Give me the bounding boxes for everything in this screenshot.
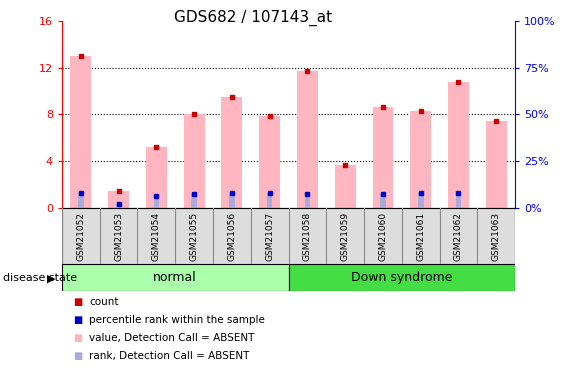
Bar <box>154 196 159 208</box>
Bar <box>305 194 310 208</box>
Text: percentile rank within the sample: percentile rank within the sample <box>89 315 265 325</box>
Bar <box>146 147 167 208</box>
Bar <box>267 193 272 208</box>
Bar <box>335 165 356 208</box>
Bar <box>78 193 84 208</box>
Text: ■: ■ <box>73 297 82 307</box>
Text: GSM21053: GSM21053 <box>114 211 123 261</box>
Text: GDS682 / 107143_at: GDS682 / 107143_at <box>175 9 332 26</box>
Bar <box>184 114 204 208</box>
Bar <box>297 71 318 208</box>
Text: count: count <box>89 297 118 307</box>
Text: ▶: ▶ <box>47 273 55 283</box>
Text: GSM21062: GSM21062 <box>454 212 463 261</box>
Bar <box>288 264 515 291</box>
Bar <box>380 194 386 208</box>
Text: rank, Detection Call = ABSENT: rank, Detection Call = ABSENT <box>89 351 249 361</box>
Text: GSM21056: GSM21056 <box>227 211 236 261</box>
Bar <box>260 116 280 208</box>
Text: value, Detection Call = ABSENT: value, Detection Call = ABSENT <box>89 333 254 343</box>
Bar <box>116 204 122 208</box>
Text: normal: normal <box>153 271 197 284</box>
Bar <box>191 194 197 208</box>
Text: GSM21055: GSM21055 <box>190 211 199 261</box>
Bar <box>221 97 242 208</box>
Text: ■: ■ <box>73 315 82 325</box>
Text: GSM21058: GSM21058 <box>303 211 312 261</box>
Text: disease state: disease state <box>3 273 77 283</box>
Bar <box>410 111 431 208</box>
Bar <box>62 264 288 291</box>
Bar <box>486 122 507 208</box>
Bar <box>70 56 91 208</box>
Text: GSM21059: GSM21059 <box>341 211 350 261</box>
Text: GSM21057: GSM21057 <box>265 211 274 261</box>
Bar <box>448 82 469 208</box>
Text: GSM21060: GSM21060 <box>378 211 387 261</box>
Text: GSM21061: GSM21061 <box>416 211 425 261</box>
Bar <box>108 190 129 208</box>
Text: GSM21052: GSM21052 <box>77 212 86 261</box>
Text: GSM21054: GSM21054 <box>152 212 161 261</box>
Bar <box>418 193 423 208</box>
Text: ■: ■ <box>73 351 82 361</box>
Text: Down syndrome: Down syndrome <box>351 271 453 284</box>
Text: ■: ■ <box>73 333 82 343</box>
Bar <box>229 193 235 208</box>
Bar <box>373 107 394 208</box>
Bar <box>455 193 461 208</box>
Text: GSM21063: GSM21063 <box>491 211 501 261</box>
